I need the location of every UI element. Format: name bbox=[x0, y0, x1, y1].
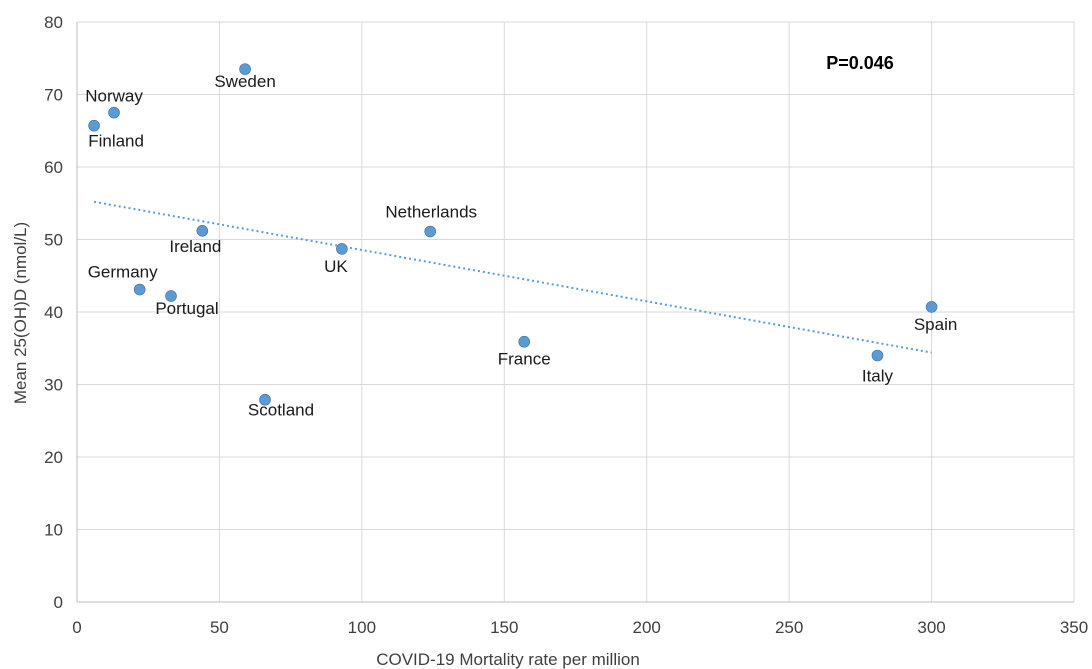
trendline-group bbox=[93, 200, 932, 354]
data-point-portugal bbox=[165, 290, 177, 302]
y-axis-title: Mean 25(OH)D (nmol/L) bbox=[11, 222, 30, 404]
p-value-annotation: P=0.046 bbox=[826, 53, 894, 73]
y-tick-label: 10 bbox=[44, 521, 63, 540]
y-tick-label: 0 bbox=[54, 593, 63, 612]
data-point-finland bbox=[88, 119, 100, 132]
y-tick-label: 80 bbox=[44, 13, 63, 32]
x-tick-label: 200 bbox=[633, 618, 661, 637]
grid-lines bbox=[77, 21, 1075, 602]
data-label-sweden: Sweden bbox=[214, 72, 275, 91]
data-label-ireland: Ireland bbox=[169, 237, 221, 256]
y-tick-label: 30 bbox=[44, 376, 63, 395]
data-point-sweden bbox=[239, 63, 251, 75]
data-point-scotland bbox=[259, 393, 271, 406]
data-label-netherlands: Netherlands bbox=[385, 203, 477, 222]
trendline bbox=[93, 200, 932, 354]
x-tick-label: 100 bbox=[348, 618, 376, 637]
data-point-france bbox=[518, 335, 531, 348]
data-label-norway: Norway bbox=[85, 87, 143, 106]
data-label-uk: UK bbox=[324, 257, 348, 276]
data-label-france: France bbox=[498, 350, 551, 369]
y-tick-label: 60 bbox=[44, 158, 63, 177]
x-tick-label: 0 bbox=[72, 618, 81, 637]
y-tick-label: 70 bbox=[44, 86, 63, 105]
data-point-netherlands bbox=[424, 225, 437, 238]
x-tick-label: 50 bbox=[210, 618, 229, 637]
data-point-spain bbox=[925, 301, 938, 313]
data-label-italy: Italy bbox=[862, 367, 894, 386]
x-axis-title: COVID-19 Mortality rate per million bbox=[376, 650, 640, 669]
data-label-finland: Finland bbox=[88, 132, 144, 151]
data-point-italy bbox=[871, 349, 884, 362]
x-tick-label: 300 bbox=[917, 618, 945, 637]
data-label-germany: Germany bbox=[88, 263, 158, 282]
data-point-norway bbox=[108, 106, 120, 119]
data-label-spain: Spain bbox=[914, 315, 957, 334]
data-point-uk bbox=[336, 243, 348, 255]
x-tick-label: 150 bbox=[490, 618, 518, 637]
y-tick-label: 40 bbox=[44, 303, 63, 322]
x-tick-label: 250 bbox=[775, 618, 803, 637]
point-labels: Norway Finland Sweden Ireland Germany Portuga… bbox=[85, 72, 957, 420]
data-point-germany bbox=[133, 283, 146, 296]
data-points bbox=[88, 63, 938, 406]
x-tick-label: 350 bbox=[1060, 618, 1088, 637]
axes: 0 10 20 30 40 50 60 70 80 0 50 100 150 200 250 300 350 bbox=[44, 13, 1088, 637]
y-tick-label: 20 bbox=[44, 448, 63, 467]
y-tick-label: 50 bbox=[44, 231, 63, 250]
data-point-ireland bbox=[196, 225, 209, 237]
data-label-scotland: Scotland bbox=[248, 401, 314, 420]
data-label-portugal: Portugal bbox=[155, 299, 218, 318]
